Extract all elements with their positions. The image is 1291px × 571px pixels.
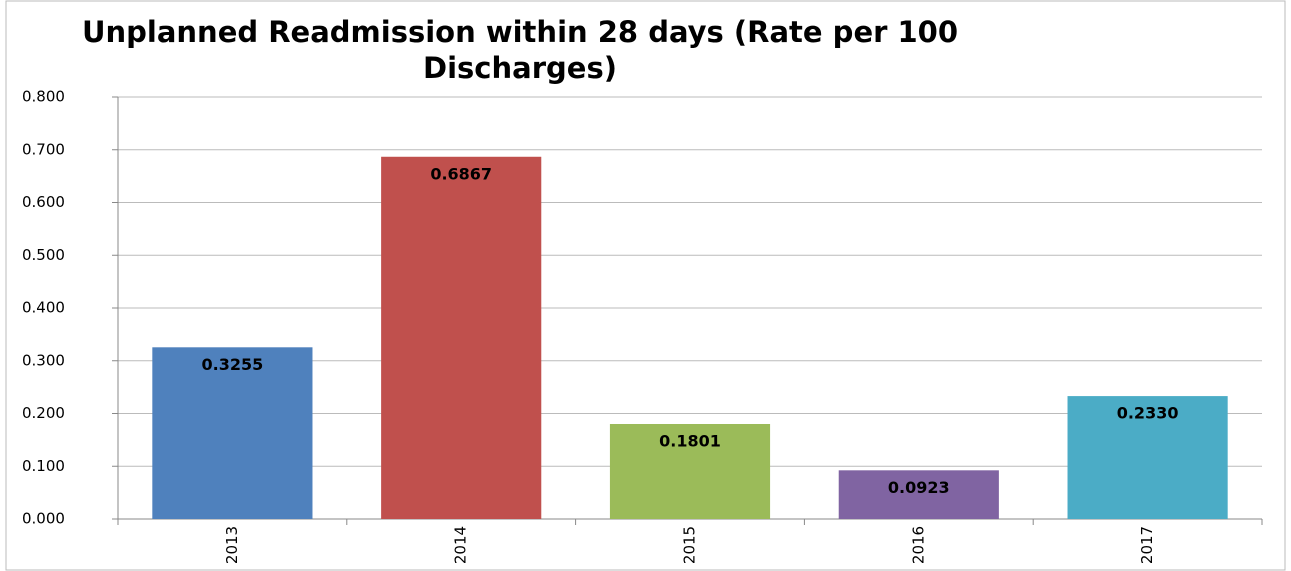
y-tick-label: 0.400: [22, 299, 65, 317]
value-label: 0.3255: [202, 355, 264, 374]
x-tick-label: 2016: [909, 526, 927, 564]
x-tick-label: 2014: [452, 526, 470, 564]
x-tick-label: 2013: [223, 526, 241, 564]
value-label: 0.2330: [1117, 404, 1179, 423]
y-tick-label: 0.100: [22, 457, 65, 475]
bar: [609, 423, 771, 519]
chart-frame: [5, 0, 1286, 571]
y-tick-label: 0.500: [22, 246, 65, 264]
bar: [838, 470, 999, 519]
x-tick-label: 2017: [1138, 526, 1156, 564]
x-tick-label: 2015: [681, 526, 699, 564]
bar: [381, 156, 542, 519]
y-tick-label: 0.300: [22, 351, 65, 369]
y-tick-label: 0.800: [22, 88, 65, 106]
y-tick-label: 0.200: [22, 404, 65, 422]
value-label: 0.0923: [888, 478, 950, 497]
value-label: 0.1801: [659, 431, 721, 450]
chart-title: Unplanned Readmission within 28 days (Ra…: [81, 15, 959, 85]
bar: [152, 347, 313, 519]
y-tick-label: 0.000: [22, 510, 65, 528]
value-label: 0.6867: [430, 164, 492, 183]
y-tick-label: 0.600: [22, 193, 65, 211]
y-tick-label: 0.700: [22, 140, 65, 158]
bar: [1067, 396, 1228, 519]
